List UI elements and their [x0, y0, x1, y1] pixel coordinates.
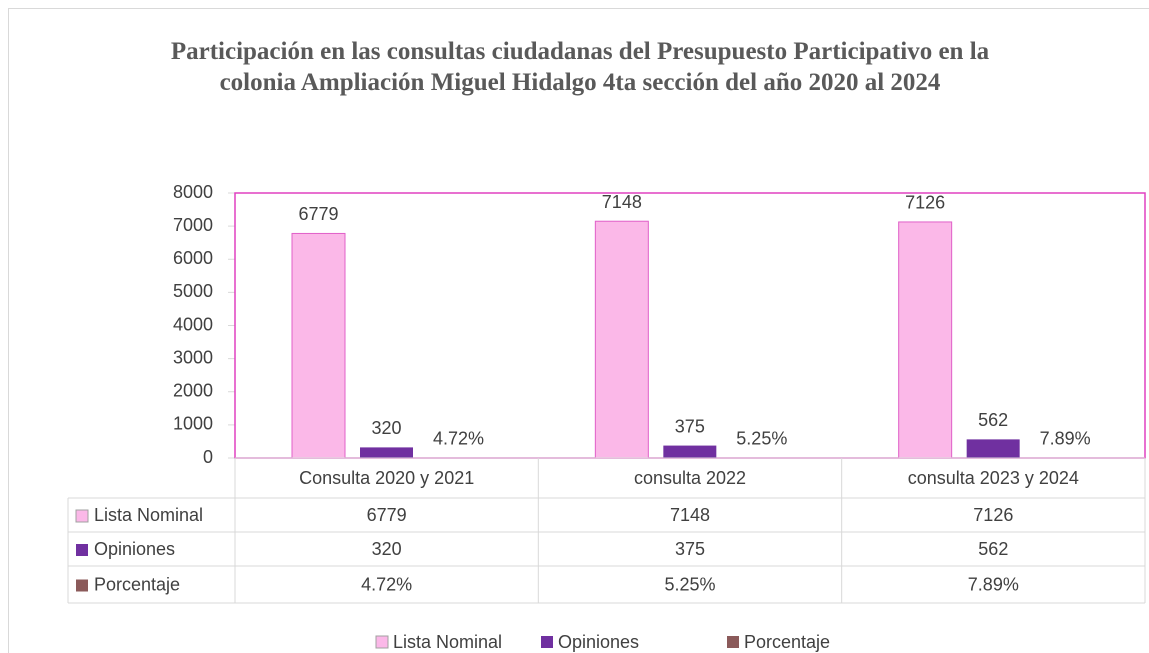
- y-tick-label: 8000: [173, 182, 213, 202]
- legend-label: Lista Nominal: [393, 632, 502, 652]
- table-legend-key: [76, 510, 88, 522]
- data-label: 5.25%: [736, 429, 787, 449]
- bar: [595, 221, 648, 458]
- table-cell: 562: [978, 539, 1008, 559]
- legend-label: Opiniones: [558, 632, 639, 652]
- data-label: 375: [675, 416, 705, 436]
- y-tick-label: 7000: [173, 215, 213, 235]
- table-cell: 4.72%: [361, 574, 412, 594]
- table-legend-key: [76, 580, 88, 592]
- table-cell: 6779: [367, 505, 407, 525]
- data-label: 320: [371, 418, 401, 438]
- bar: [292, 233, 345, 458]
- data-label: 4.72%: [433, 429, 484, 449]
- table-legend-key: [76, 544, 88, 556]
- legend-key: [541, 636, 553, 648]
- x-tick-label: Consulta 2020 y 2021: [299, 468, 474, 488]
- x-tick-label: consulta 2023 y 2024: [908, 468, 1079, 488]
- bar: [967, 439, 1020, 458]
- data-label: 562: [978, 410, 1008, 430]
- y-tick-label: 4000: [173, 314, 213, 334]
- data-label: 7126: [905, 193, 945, 213]
- y-tick-label: 3000: [173, 347, 213, 367]
- y-tick-label: 1000: [173, 414, 213, 434]
- data-label: 6779: [298, 204, 338, 224]
- y-tick-label: 5000: [173, 281, 213, 301]
- y-tick-label: 0: [203, 447, 213, 467]
- legend-label: Porcentaje: [744, 632, 830, 652]
- table-row-label: Opiniones: [94, 539, 175, 559]
- table-row-label: Lista Nominal: [94, 505, 203, 525]
- legend-key: [376, 636, 388, 648]
- legend-key: [727, 636, 739, 648]
- bar: [899, 222, 952, 458]
- table-cell: 7.89%: [968, 574, 1019, 594]
- y-tick-label: 6000: [173, 248, 213, 268]
- bar: [663, 446, 716, 458]
- table-cell: 7148: [670, 505, 710, 525]
- data-label: 7148: [602, 192, 642, 212]
- x-tick-label: consulta 2022: [634, 468, 746, 488]
- table-cell: 320: [372, 539, 402, 559]
- table-row-label: Porcentaje: [94, 574, 180, 594]
- data-label: 7.89%: [1040, 428, 1091, 448]
- y-tick-label: 2000: [173, 381, 213, 401]
- table-cell: 7126: [973, 505, 1013, 525]
- bar: [360, 447, 413, 458]
- table-cell: 5.25%: [664, 574, 715, 594]
- table-cell: 375: [675, 539, 705, 559]
